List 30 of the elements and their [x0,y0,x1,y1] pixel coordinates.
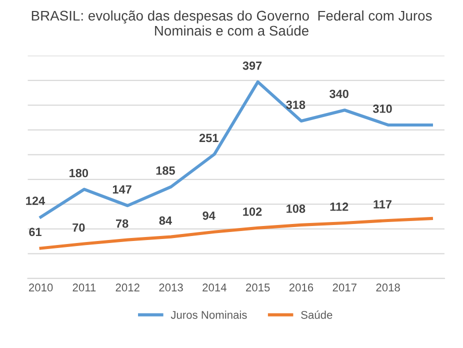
data-label: 124 [26,196,46,205]
chart-title: BRASIL: evolução das despesas do Governo Federal com Juros Nominais e com a Saúde [32,10,432,36]
legend-label: Juros Nominais [170,310,247,319]
data-label: 147 [112,185,132,194]
data-label: 61 [29,228,42,236]
x-tick-label: 2015 [246,284,270,292]
x-tick-label: 2018 [376,284,400,292]
data-label: 318 [286,100,306,109]
data-label: 251 [199,134,218,142]
data-label: 94 [202,211,216,220]
data-label: 70 [72,223,85,232]
x-tick-label: 2012 [116,284,140,292]
x-tick-label: 2017 [332,284,356,292]
data-label: 108 [286,204,306,213]
data-label: 112 [330,202,348,211]
data-label: 340 [330,90,348,98]
x-tick-label: 2011 [72,284,96,292]
legend-label: Saúde [301,310,332,319]
x-tick-label: 2014 [202,284,226,292]
x-tick-label: 2013 [159,284,183,292]
data-label: 84 [159,216,172,225]
x-tick-label: 2016 [289,284,314,292]
data-label: 397 [242,61,262,70]
data-label: 78 [116,219,128,228]
data-label: 102 [243,208,262,216]
data-label: 180 [70,168,88,178]
data-label: 185 [156,166,175,175]
x-tick-label: 2010 [29,284,53,292]
data-label: 310 [372,104,392,113]
data-label: 117 [374,200,392,208]
